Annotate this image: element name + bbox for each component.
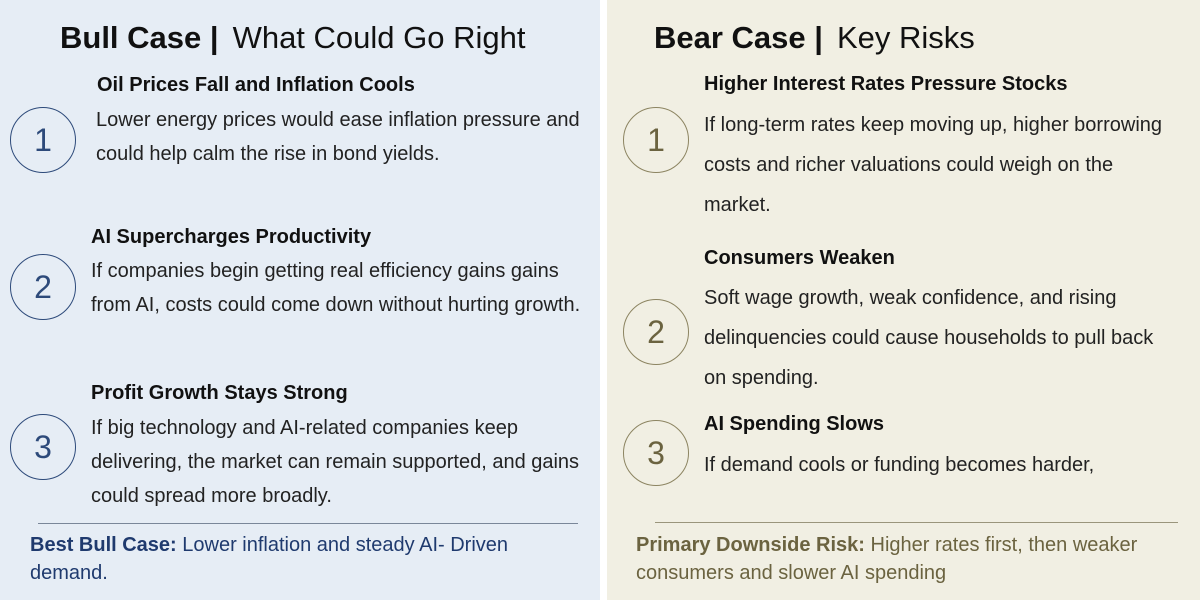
bull-panel: Bull Case | What Could Go Right 1 Oil Pri… (0, 0, 600, 600)
panel-title: Bear Case | Key Risks (654, 19, 975, 57)
summary-text: Lower inflation and steady AI- Driven de… (30, 534, 509, 584)
title-main: Bear Case | (654, 20, 823, 55)
panel-title: Bull Case | What Could Go Right (60, 19, 525, 57)
item-body: If big technology and AI-related compani… (91, 417, 580, 507)
item-heading: Higher Interest Rates Pressure Stocks (704, 73, 1068, 95)
bear-panel: Bear Case | Key Risks 1 Higher Interest R… (607, 0, 1200, 600)
title-main: Bull Case | (60, 20, 219, 55)
number-circle: 3 (10, 414, 76, 480)
item-body: Lower energy prices would ease inflation… (96, 109, 580, 165)
item-body: If companies begin getting real efficien… (91, 260, 581, 316)
divider (655, 522, 1178, 523)
item-body: Soft wage growth, weak confidence, and r… (704, 287, 1154, 389)
item-heading: Profit Growth Stays Strong (91, 382, 348, 404)
item-heading: AI Supercharges Productivity (91, 226, 372, 248)
title-sub: Key Risks (836, 20, 975, 55)
number-circle: 1 (10, 107, 76, 173)
summary-label: Best Bull Case: (30, 534, 177, 556)
number-circle: 2 (10, 254, 76, 320)
item-heading: Consumers Weaken (704, 247, 895, 269)
item-body: If demand cools or funding becomes harde… (704, 454, 1095, 476)
divider (38, 523, 578, 524)
summary-label: Primary Downside Risk: (636, 534, 865, 556)
item-heading: Oil Prices Fall and Inflation Cools (97, 74, 415, 96)
summary-text: Higher rates first, then weaker consumer… (636, 534, 1138, 584)
title-sub: What Could Go Right (232, 20, 526, 55)
number-circle: 3 (623, 420, 689, 486)
number-circle: 1 (623, 107, 689, 173)
summary: Primary Downside Risk: Higher rates firs… (636, 531, 1176, 587)
item-body: If long-term rates keep moving up, highe… (704, 114, 1163, 216)
item-heading: AI Spending Slows (704, 413, 885, 435)
number-circle: 2 (623, 299, 689, 365)
summary: Best Bull Case: Lower inflation and stea… (30, 531, 590, 587)
